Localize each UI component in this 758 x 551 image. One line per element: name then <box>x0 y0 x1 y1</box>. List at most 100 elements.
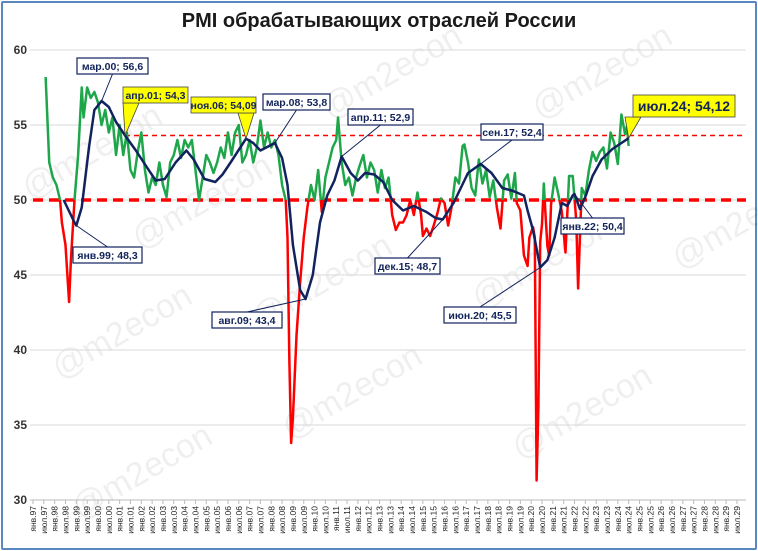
x-tick-label: июл.08 <box>277 506 287 534</box>
watermark-9: @m2econ <box>275 336 429 447</box>
x-tick-label: июл.26 <box>667 506 677 534</box>
annotation-2008-03: мар.08; 53,8 <box>262 93 331 144</box>
callout-box <box>122 86 189 104</box>
y-tick-label: 40 <box>14 343 28 357</box>
pmi-line-segment-16 <box>501 171 518 201</box>
x-tick-label: июл.01 <box>125 506 135 534</box>
x-tick-label: июл.16 <box>450 506 460 534</box>
pmi-line-segment-20 <box>550 176 561 201</box>
x-tick-label: июл.17 <box>472 506 482 534</box>
pmi-line-segment-22 <box>566 174 576 201</box>
x-tick-label: июл.20 <box>537 506 547 534</box>
annotation-2024-07: июл.24; 54,12 <box>624 94 736 140</box>
x-tick-label: июл.23 <box>602 506 612 534</box>
y-tick-label: 50 <box>14 193 28 207</box>
pmi-line-segment-11 <box>417 199 442 238</box>
y-tick-label: 60 <box>14 43 28 57</box>
annotation-leader <box>76 225 108 248</box>
annotation-leader <box>341 124 381 157</box>
pmi-line-segment-15 <box>494 199 504 230</box>
x-tick-label: янв.20 <box>526 506 536 532</box>
annotation-2017-09: сен.17; 52,4 <box>480 123 544 165</box>
annotation-leader <box>246 298 306 313</box>
annotation-label: июл.24; 54,12 <box>638 98 730 114</box>
x-tick-label: июл.03 <box>169 506 179 534</box>
x-tick-label: июл.09 <box>299 506 309 534</box>
annotation-2011-04: апр.11; 52,9 <box>341 108 414 157</box>
x-tick-label: июл.05 <box>212 506 222 534</box>
annotation-2001-04: апр.01; 54,3 <box>122 86 189 136</box>
x-tick-label: янв.16 <box>440 506 450 532</box>
y-tick-label: 45 <box>14 268 28 282</box>
x-tick-label: июл.97 <box>39 506 49 534</box>
callout-box <box>632 94 736 118</box>
annotation-2006-11: ноя.06; 54,09 <box>190 96 257 140</box>
annotation-label: апр.01; 54,3 <box>125 90 185 102</box>
x-tick-label: янв.29 <box>721 506 731 532</box>
annotation-leader <box>479 267 541 308</box>
x-tick-label: янв.17 <box>461 506 471 532</box>
x-tick-label: янв.04 <box>180 506 190 532</box>
pmi-line-segment-0 <box>44 76 62 201</box>
annotation-leader <box>407 219 444 259</box>
pmi-line-segment-2 <box>73 86 287 202</box>
pmi-line-segment-10 <box>415 191 420 201</box>
x-tick-label: июл.18 <box>494 506 504 534</box>
annotation-label: июн.20; 45,5 <box>448 310 511 322</box>
x-tick-label: янв.00 <box>93 506 103 532</box>
annotation-leader <box>101 73 113 102</box>
annotation-box <box>211 311 283 329</box>
annotation-label: янв.22; 50,4 <box>562 221 623 233</box>
y-tick-label: 55 <box>14 118 28 132</box>
pmi-line-segment-3 <box>284 199 310 445</box>
x-tick-label: июл.27 <box>689 506 699 534</box>
annotation-2000-03: мар.00; 56,6 <box>76 57 149 102</box>
pmi-line-segment-12 <box>439 197 444 201</box>
pmi-line-segment-1 <box>58 199 76 304</box>
x-tick-label: янв.01 <box>115 506 125 532</box>
x-tick-label: янв.14 <box>396 506 406 532</box>
x-tick-label: янв.97 <box>28 506 38 532</box>
x-tick-label: янв.15 <box>418 506 428 532</box>
x-tick-label: янв.08 <box>266 506 276 532</box>
x-tick-label: янв.03 <box>158 506 168 532</box>
x-tick-label: янв.13 <box>375 506 385 532</box>
x-tick-label: июл.22 <box>580 506 590 534</box>
annotation-box <box>443 306 517 324</box>
pmi-line-segment-4 <box>307 168 323 202</box>
annotation-leader <box>274 109 297 144</box>
x-tick-label: янв.09 <box>288 506 298 532</box>
pmi-line-segment-24 <box>580 113 630 201</box>
annotation-label: мар.00; 56,6 <box>82 61 143 73</box>
x-tick-label: янв.22 <box>570 506 580 532</box>
annotation-label: дек.15; 48,7 <box>378 261 437 273</box>
watermark-0: @m2econ <box>15 96 169 207</box>
annotation-1999-01: янв.99; 48,3 <box>72 225 143 264</box>
pmi-line-segment-14 <box>451 143 498 201</box>
x-tick-label: янв.05 <box>201 506 211 532</box>
x-tick-label: янв.28 <box>699 506 709 532</box>
x-tick-label: янв.24 <box>613 506 623 532</box>
pmi-line-segment-6 <box>321 116 392 201</box>
annotation-label: мар.08; 53,8 <box>266 97 327 109</box>
annotation-2015-12: дек.15; 48,7 <box>374 219 444 275</box>
x-tick-label: июл.12 <box>364 506 374 534</box>
annotation-2022-01: янв.22; 50,4 <box>560 193 625 235</box>
x-tick-label: янв.10 <box>310 506 320 532</box>
chart-title: PMI обрабатывающих отраслей России <box>181 10 577 32</box>
x-tick-label: янв.11 <box>331 506 341 531</box>
watermark-10: @m2econ <box>505 356 659 467</box>
annotation-label: авг.09; 43,4 <box>218 315 275 327</box>
x-tick-label: июл.00 <box>104 506 114 534</box>
x-tick-label: янв.18 <box>483 506 493 532</box>
x-tick-label: июл.25 <box>645 506 655 534</box>
annotation-label: янв.99; 48,3 <box>77 250 138 262</box>
x-tick-label: июл.28 <box>710 506 720 534</box>
x-tick-label: янв.06 <box>223 506 233 532</box>
x-tick-label: янв.25 <box>634 506 644 532</box>
y-tick-label: 35 <box>14 418 28 432</box>
annotation-box <box>72 246 143 264</box>
x-tick-label: июл.99 <box>82 506 92 534</box>
annotation-leader <box>480 139 513 165</box>
